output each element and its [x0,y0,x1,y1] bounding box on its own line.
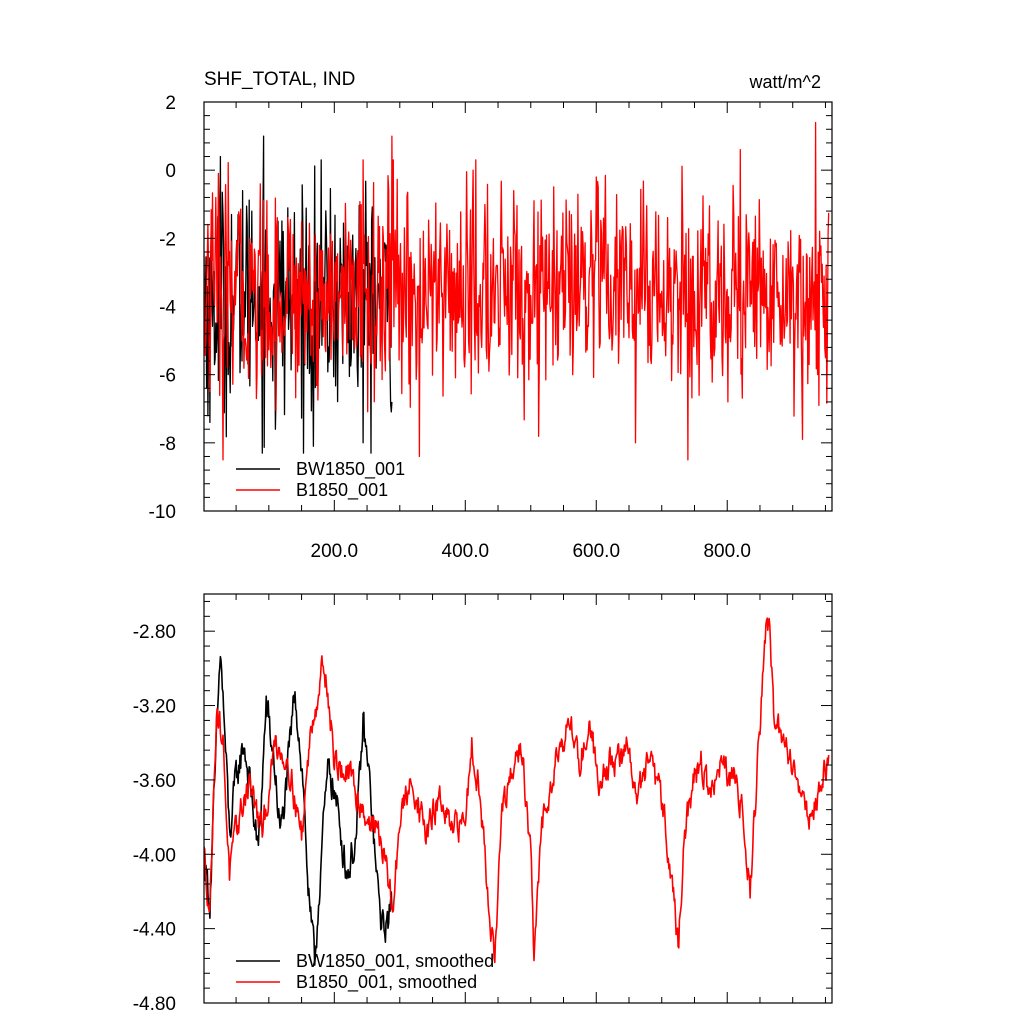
bottom-panel: -2.80 -3.20 -3.60 -4.00 -4.40 -4.80 BW1850_00… [133,593,833,1015]
series-line-red [204,121,830,461]
bottom-panel-series [204,617,830,966]
top-panel-title: SHF_TOTAL, IND [204,69,355,90]
legend-label: B1850_001, smoothed [296,972,477,993]
top-panel-units: watt/m^2 [749,72,821,92]
top-panel: SHF_TOTAL, IND watt/m^2 2 0 -2 -4 -6 -8 -10 200… [149,69,833,562]
x-tick-label: 400.0 [442,541,490,562]
y-tick-label: -6 [159,366,176,387]
y-tick-label: 2 [165,93,176,114]
x-tick-label: 200.0 [311,541,359,562]
y-tick-label: -4.80 [133,994,176,1015]
y-tick-label: -10 [149,502,176,523]
series-line-black [204,655,393,966]
y-tick-label: 0 [165,161,176,182]
series-line-red [204,617,830,964]
legend-label: B1850_001 [296,480,388,501]
y-tick-label: -4.40 [133,920,176,941]
y-tick-label: -4 [159,298,176,319]
y-tick-label: -3.20 [133,697,176,718]
y-tick-label: -2.80 [133,622,176,643]
x-tick-label: 800.0 [703,541,751,562]
y-tick-label: -8 [159,434,176,455]
x-tick-label: 600.0 [572,541,620,562]
plot-frame [203,593,833,1004]
top-panel-series [204,121,830,461]
y-tick-label: -4.00 [133,845,176,866]
y-tick-label: -2 [159,229,176,250]
legend-label: BW1850_001 [296,459,405,480]
legend-label: BW1850_001, smoothed [296,951,494,972]
bottom-panel-axes: -2.80 -3.20 -3.60 -4.00 -4.40 -4.80 [133,593,833,1015]
y-tick-label: -3.60 [133,771,176,792]
top-panel-axes: 2 0 -2 -4 -6 -8 -10 200.0 400.0 600.0 800.0 [149,93,833,562]
